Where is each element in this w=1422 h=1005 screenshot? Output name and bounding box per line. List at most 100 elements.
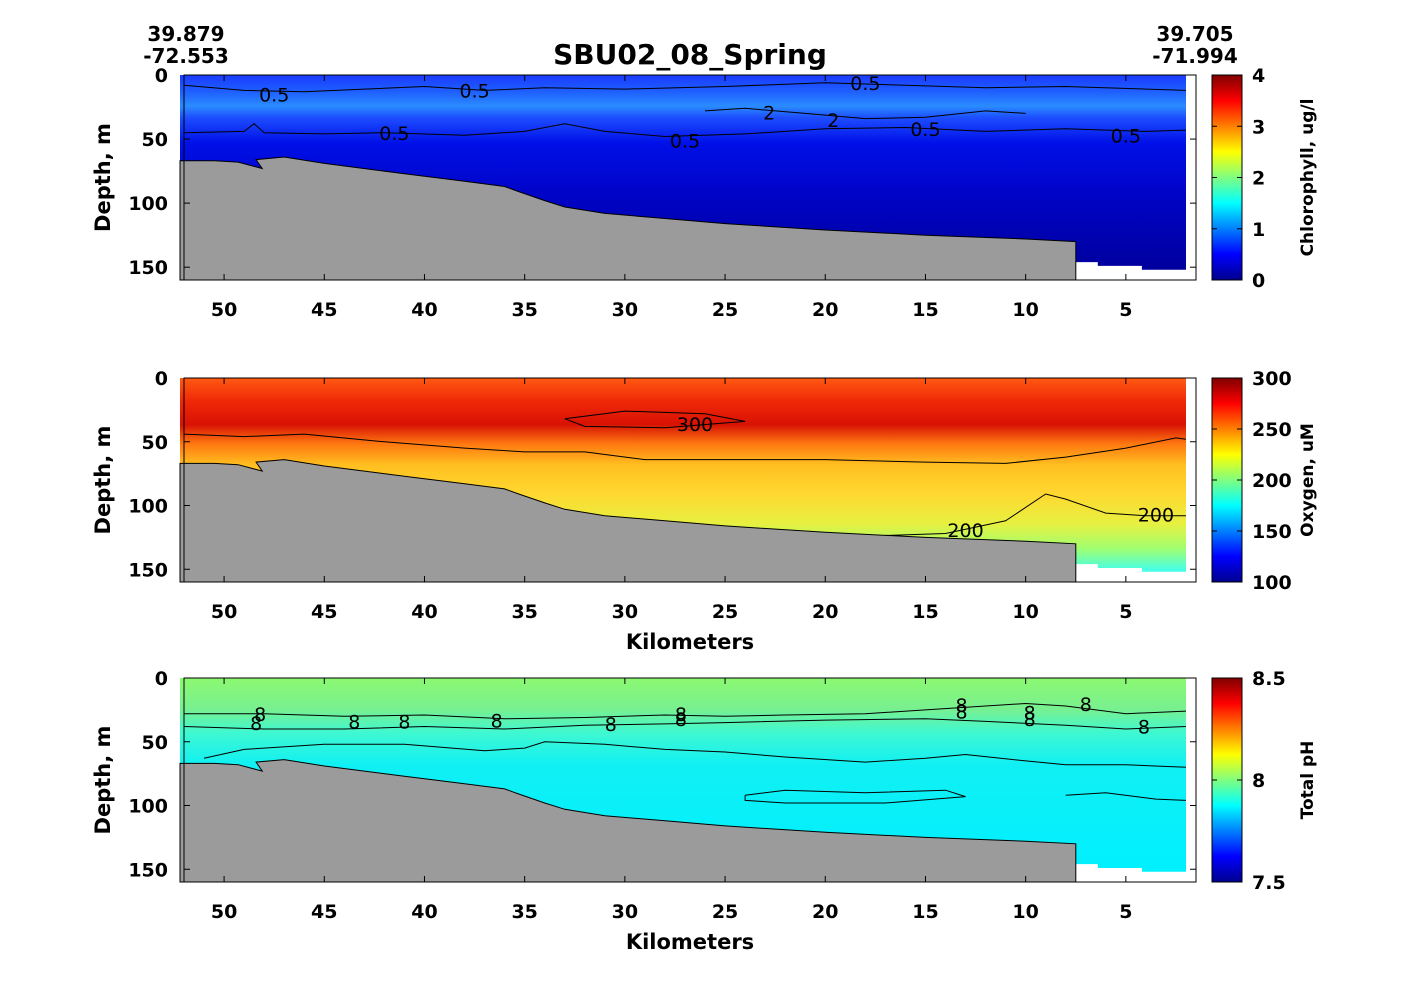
colorbar-label: Total pH	[1298, 741, 1318, 820]
contour-label: 8	[1080, 694, 1092, 716]
colorbar-tick-label: 100	[1252, 572, 1292, 594]
contour-line	[203, 741, 1187, 768]
contour-label: 0.5	[459, 81, 489, 103]
y-tick-label: 50	[142, 129, 168, 151]
x-tick-label: 10	[1012, 601, 1038, 623]
y-axis-label: Depth, m	[91, 726, 115, 835]
x-tick-label: 45	[311, 299, 337, 321]
contour-line	[183, 718, 1187, 730]
y-tick-label: 150	[128, 559, 168, 581]
y-axis-label: Depth, m	[91, 426, 115, 535]
contour-label: 8	[675, 709, 687, 731]
x-tick-label: 25	[712, 601, 738, 623]
x-tick-label: 45	[311, 601, 337, 623]
x-tick-label: 15	[912, 601, 938, 623]
y-tick-label: 100	[128, 496, 168, 518]
contour-line	[564, 410, 746, 429]
x-tick-label: 40	[411, 901, 437, 923]
x-tick-label: 35	[511, 901, 537, 923]
x-axis-label: Kilometers	[626, 630, 754, 654]
contour-label: 2	[827, 110, 839, 132]
end-longitude: -71.994	[1152, 44, 1237, 68]
x-axis-label: Kilometers	[626, 930, 754, 954]
colorbar-tick-label: 150	[1252, 521, 1292, 543]
x-tick-label: 35	[511, 601, 537, 623]
x-tick-label: 30	[612, 299, 638, 321]
x-tick-label: 30	[612, 901, 638, 923]
contour-label: 8	[250, 713, 262, 735]
contour-label: 200	[1138, 505, 1174, 527]
contour-line	[183, 433, 1187, 464]
x-tick-label: 10	[1012, 901, 1038, 923]
contour-line	[865, 493, 1186, 537]
oxygen-field	[180, 378, 1186, 572]
contour-line	[1065, 792, 1187, 801]
colorbar-label: Oxygen, uM	[1298, 423, 1318, 537]
x-tick-label: 5	[1119, 901, 1132, 923]
contour-line	[184, 702, 1187, 720]
y-tick-label: 100	[128, 796, 168, 818]
seafloor	[179, 156, 1077, 281]
colorbar-tick-label: 200	[1252, 470, 1292, 492]
x-tick-label: 40	[411, 299, 437, 321]
y-tick-label: 0	[155, 368, 168, 390]
colorbar-tick-label: 8.5	[1252, 668, 1286, 690]
contour-label: 0.5	[670, 131, 700, 153]
chart-title: SBU02_08_Spring	[553, 38, 827, 71]
x-tick-label: 5	[1119, 601, 1132, 623]
contour-label: 8	[491, 710, 503, 732]
end-latitude: 39.705	[1156, 22, 1233, 46]
colorbar-tick-label: 3	[1252, 116, 1265, 138]
contour-label: 8	[605, 714, 617, 736]
x-tick-label: 40	[411, 601, 437, 623]
contour-line	[704, 107, 1026, 120]
x-tick-label: 10	[1012, 299, 1038, 321]
contour-line	[183, 82, 1187, 93]
start-latitude: 39.879	[147, 22, 224, 46]
colorbar-tick-label: 2	[1252, 168, 1265, 190]
x-tick-label: 50	[211, 601, 237, 623]
contour-label: 8	[955, 701, 967, 723]
colorbar-tick-label: 7.5	[1252, 872, 1286, 894]
y-tick-label: 150	[128, 257, 168, 279]
x-tick-label: 20	[812, 601, 838, 623]
contour-label: 8	[1024, 709, 1036, 731]
x-tick-label: 15	[912, 299, 938, 321]
colorbar-tick-label: 0	[1252, 270, 1265, 292]
x-tick-label: 25	[712, 299, 738, 321]
x-tick-label: 50	[211, 299, 237, 321]
contour-label: 8	[348, 712, 360, 734]
contour-label: 8	[398, 712, 410, 734]
contour-label: 0.5	[910, 119, 940, 141]
contour-label: 2	[763, 102, 775, 124]
colorbar-tick-label: 1	[1252, 219, 1265, 241]
colorbar-label: Chlorophyll, ug/l	[1298, 99, 1318, 257]
seafloor	[179, 759, 1077, 883]
x-tick-label: 15	[912, 901, 938, 923]
axes-frame	[183, 677, 1197, 883]
contour-label: 0.5	[379, 123, 409, 145]
contour-label: 300	[677, 414, 713, 436]
y-tick-label: 0	[155, 668, 168, 690]
x-tick-label: 30	[612, 601, 638, 623]
contour-line	[744, 789, 966, 804]
start-longitude: -72.553	[143, 44, 228, 68]
contour-label: 0.5	[259, 85, 289, 107]
y-tick-label: 50	[142, 432, 168, 454]
contour-label: 0.5	[850, 73, 880, 95]
contour-label: 8	[254, 704, 266, 726]
seafloor	[179, 459, 1077, 583]
x-tick-label: 50	[211, 901, 237, 923]
x-tick-label: 20	[812, 901, 838, 923]
contour-label: 8	[675, 704, 687, 726]
contour-label: 8	[1138, 717, 1150, 739]
axes-frame	[183, 377, 1197, 583]
contour-label: 8	[955, 695, 967, 717]
x-tick-label: 35	[511, 299, 537, 321]
colorbar-tick-label: 250	[1252, 419, 1292, 441]
x-tick-label: 45	[311, 901, 337, 923]
